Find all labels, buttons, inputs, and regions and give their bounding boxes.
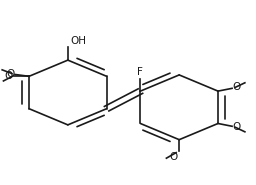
Text: OH: OH — [70, 36, 87, 46]
Text: O: O — [233, 82, 241, 92]
Text: O: O — [6, 68, 14, 79]
Text: O: O — [4, 71, 12, 81]
Text: O: O — [170, 152, 178, 162]
Text: O: O — [233, 122, 241, 132]
Text: F: F — [137, 67, 143, 77]
